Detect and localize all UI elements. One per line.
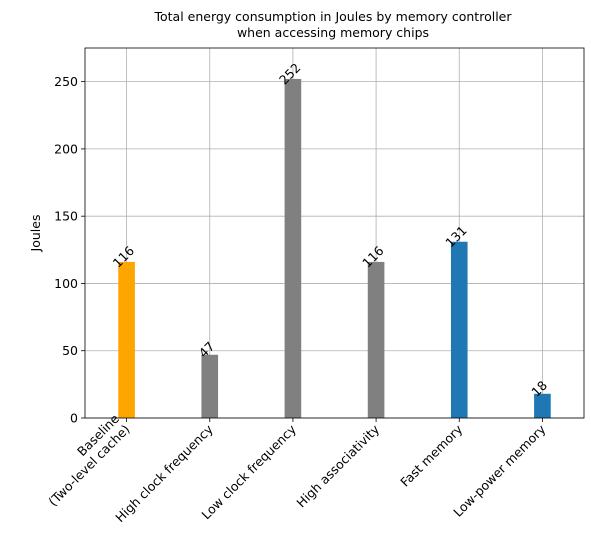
x-tick-label-line: High associativity: [293, 421, 382, 510]
grid-lines: [85, 48, 584, 419]
x-tick-label: Fast memory: [397, 421, 466, 490]
x-tick-label-line: Fast memory: [397, 421, 466, 490]
x-tick-label: Low clock frequency: [198, 421, 299, 522]
y-tick-label: 100: [54, 276, 78, 291]
x-tick-label-line: Low-power memory: [450, 421, 549, 520]
y-tick-label: 150: [54, 209, 78, 224]
bar: [450, 241, 468, 418]
y-axis-label: Joules: [28, 215, 43, 253]
x-tick-label-line: Low clock frequency: [198, 421, 299, 522]
bar: [201, 354, 219, 418]
bar: [284, 78, 302, 418]
bars: [118, 78, 551, 418]
bar: [367, 261, 385, 418]
x-tick-label: High associativity: [293, 421, 382, 510]
chart-title: Total energy consumption in Joules by me…: [153, 9, 512, 40]
y-tick-label: 50: [62, 343, 78, 358]
bar: [118, 261, 135, 418]
bar: [534, 393, 551, 418]
plot-frame: [84, 47, 585, 419]
y-tick-label: 0: [70, 411, 78, 426]
y-tick-label: 200: [54, 141, 78, 156]
y-tick-label: 250: [54, 74, 78, 89]
x-tick-label: Baseline(Two-level cache): [35, 411, 133, 509]
x-tick-label: Low-power memory: [450, 421, 549, 520]
chart-title-line-1: Total energy consumption in Joules by me…: [153, 9, 512, 24]
chart-title-line-2: when accessing memory chips: [237, 25, 429, 40]
axes: 0 50 100 150 200 250 Baseline(Two-level cache)…: [35, 47, 585, 525]
